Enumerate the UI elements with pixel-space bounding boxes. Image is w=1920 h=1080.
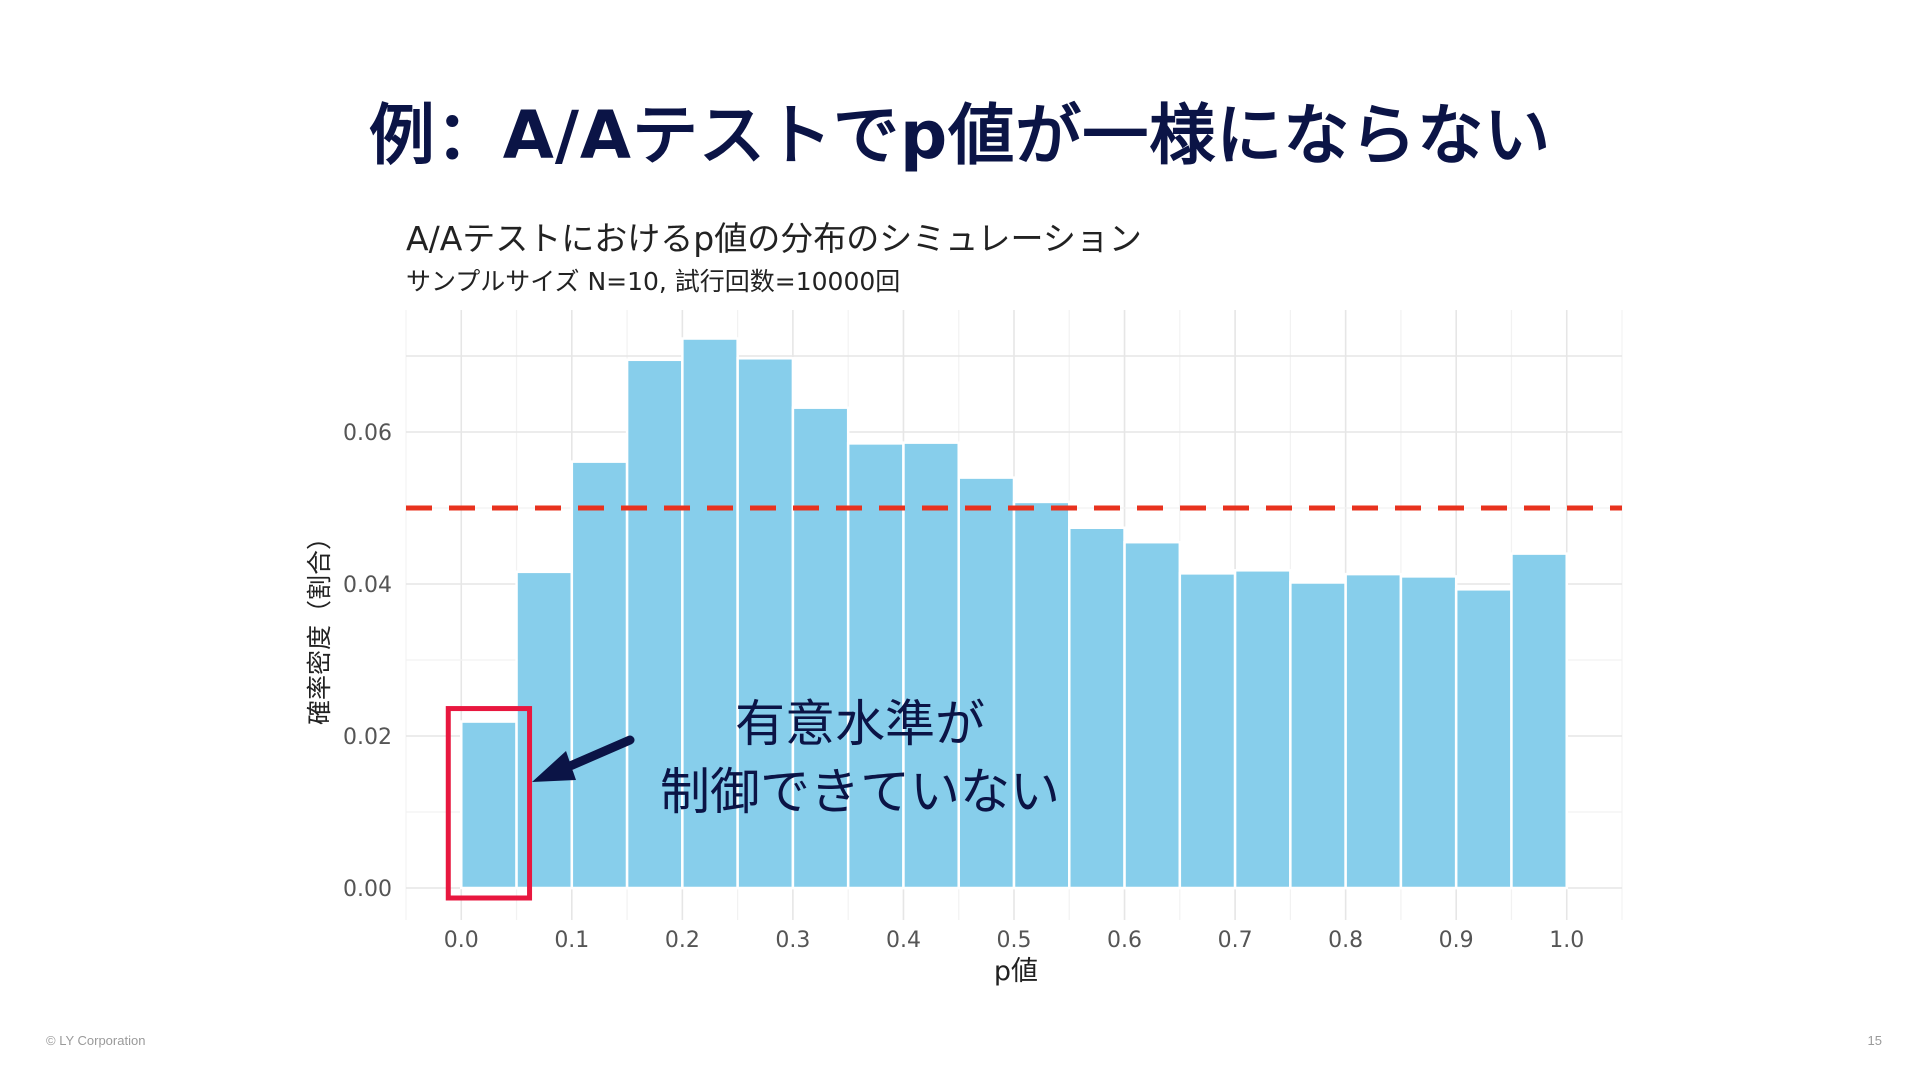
x-tick-label: 0.1 (554, 928, 589, 953)
arrow-head (532, 751, 576, 782)
x-tick-label: 0.5 (997, 928, 1032, 953)
chart-title: A/Aテストにおけるp値の分布のシミュレーション (406, 219, 1142, 258)
arrow-group (532, 735, 635, 782)
histogram-bar (1510, 552, 1568, 890)
x-tick-label: 0.4 (886, 928, 921, 953)
x-axis-label: p値 (994, 956, 1038, 987)
histogram-bar (846, 442, 905, 890)
histogram-bar (957, 476, 1016, 890)
histogram-bar (1454, 588, 1513, 890)
copyright-footer: © LY Corporation (46, 1033, 146, 1048)
y-tick-label: 0.00 (343, 877, 392, 902)
histogram-bar (515, 570, 574, 890)
x-tick-label: 0.7 (1218, 928, 1253, 953)
y-tick-label: 0.04 (343, 573, 392, 598)
axis-ticks: 0.0 0.1 0.2 0.3 0.4 0.5 0.6 0.7 0.8 0.9 1.0 0.00 0.0… (343, 421, 1584, 953)
histogram-bar (1068, 526, 1126, 890)
histogram-bar (1233, 569, 1292, 890)
page-number: 15 (1867, 1033, 1882, 1048)
histogram-bar (1289, 581, 1347, 890)
slide-title: 例：A/Aテストでp値が一様にならない (368, 97, 1552, 174)
histogram-bar (791, 406, 850, 890)
chart-subtitle: サンプルサイズ N=10, 試行回数=10000回 (406, 267, 901, 296)
histogram-bar (681, 337, 739, 890)
x-tick-label: 0.9 (1439, 928, 1474, 953)
histogram-bars (460, 337, 1568, 890)
histogram-bar (1178, 572, 1237, 890)
annotation-line-2: 制御できていない (660, 763, 1060, 821)
histogram-bar (1344, 572, 1403, 890)
histogram-bar (460, 720, 518, 890)
annotation-line-1: 有意水準が (735, 695, 985, 753)
x-tick-label: 0.0 (444, 928, 479, 953)
highlight-box (445, 706, 533, 901)
y-axis-label: 確率密度（割合） (305, 525, 334, 725)
x-tick-label: 0.3 (775, 928, 810, 953)
histogram-bar (1012, 500, 1071, 890)
y-tick-label: 0.06 (343, 421, 392, 446)
histogram-bar (1123, 540, 1182, 890)
histogram-bar (736, 357, 795, 890)
x-tick-label: 1.0 (1549, 928, 1584, 953)
annotation-text: 有意水準が 制御できていない (600, 690, 1120, 826)
highlight-group (445, 706, 533, 901)
histogram-bar (570, 460, 629, 890)
x-tick-label: 0.8 (1328, 928, 1363, 953)
histogram-bar (1399, 575, 1458, 890)
y-tick-label: 0.02 (343, 725, 392, 750)
x-tick-label: 0.6 (1107, 928, 1142, 953)
x-tick-label: 0.2 (665, 928, 700, 953)
